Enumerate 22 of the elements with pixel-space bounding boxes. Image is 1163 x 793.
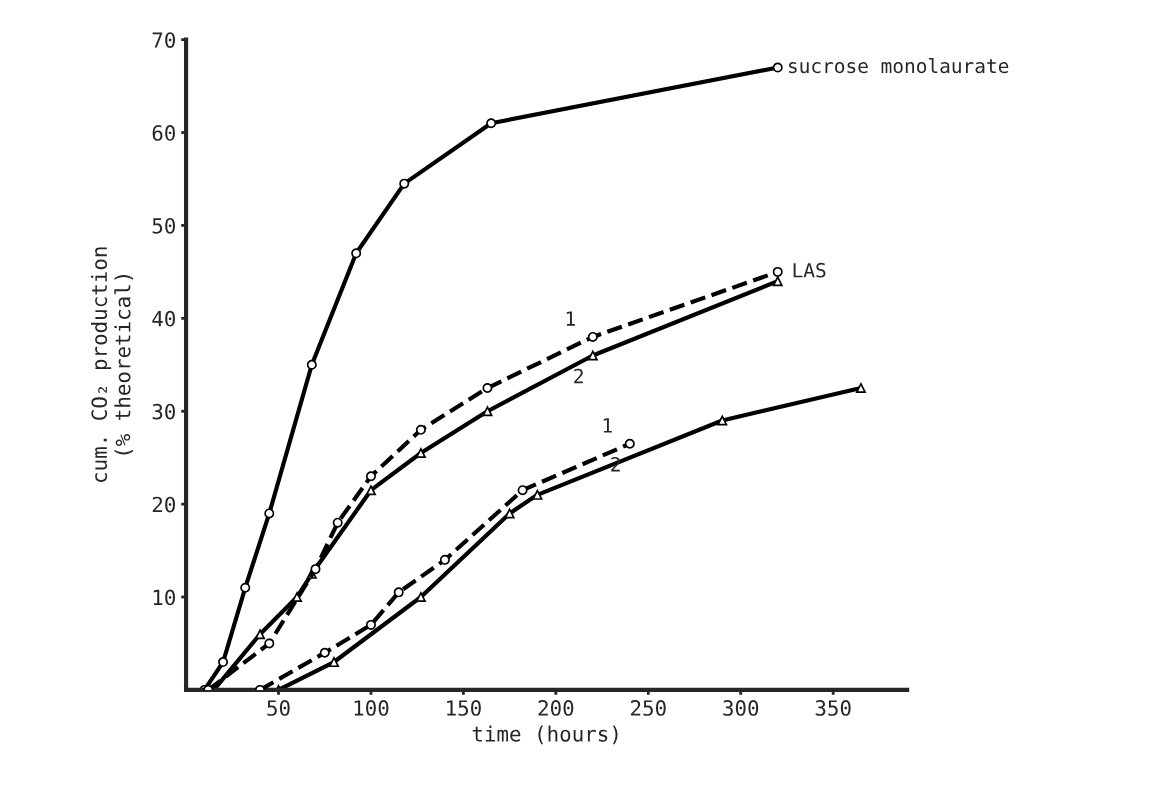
y-tick-label: 30 bbox=[152, 403, 176, 420]
x-tick-label: 50 bbox=[267, 700, 290, 716]
y-axis-title: cum. CO₂ production (% theoretical) bbox=[90, 247, 134, 482]
y-tick-label: 20 bbox=[152, 496, 176, 513]
annotation: 2 bbox=[611, 456, 620, 472]
y-tick-label: 10 bbox=[153, 589, 176, 606]
x-tick-label: 200 bbox=[538, 700, 574, 716]
annotation: 1 bbox=[566, 311, 575, 326]
x-tick-label: 250 bbox=[631, 700, 666, 716]
x-tick-label: 100 bbox=[354, 700, 389, 716]
x-tick-label: 300 bbox=[723, 700, 759, 716]
y-tick-label: 60 bbox=[152, 125, 176, 141]
series-label: sucrose monolaurate bbox=[788, 58, 1009, 74]
annotation: 1 bbox=[603, 418, 612, 433]
y-tick-label: 70 bbox=[152, 32, 176, 48]
x-tick-label: 350 bbox=[815, 700, 851, 716]
y-tick-label: 40 bbox=[152, 310, 176, 327]
annotation: LAS bbox=[793, 262, 826, 278]
y-tick-label: 50 bbox=[152, 217, 176, 234]
x-tick-label: 150 bbox=[447, 700, 481, 716]
x-axis-title: time (hours) bbox=[472, 725, 618, 745]
annotation: 2 bbox=[574, 368, 583, 384]
